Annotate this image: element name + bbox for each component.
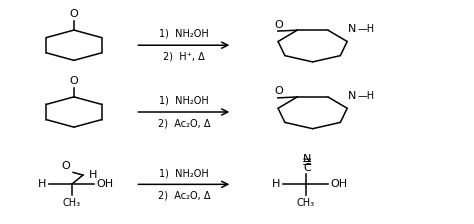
Text: O: O	[274, 86, 283, 96]
Text: C: C	[303, 163, 311, 173]
Text: O: O	[70, 76, 78, 86]
Text: O: O	[61, 161, 70, 171]
Text: OH: OH	[97, 179, 114, 189]
Text: N: N	[303, 154, 311, 164]
Text: CH₃: CH₃	[63, 198, 81, 208]
Text: —H: —H	[358, 91, 375, 101]
Text: CH₃: CH₃	[296, 198, 315, 208]
Text: 1)  NH₂OH: 1) NH₂OH	[159, 96, 209, 106]
Text: N: N	[347, 24, 356, 34]
Text: ≡: ≡	[301, 156, 312, 169]
Text: 2)  Ac₂O, Δ: 2) Ac₂O, Δ	[157, 118, 210, 128]
Text: N: N	[347, 91, 356, 101]
Text: H: H	[272, 179, 281, 189]
Text: H: H	[89, 170, 98, 180]
Text: 1)  NH₂OH: 1) NH₂OH	[159, 29, 209, 39]
Text: 2)  Ac₂O, Δ: 2) Ac₂O, Δ	[157, 191, 210, 200]
Text: —H: —H	[358, 24, 375, 34]
Text: O: O	[70, 9, 78, 19]
Text: 1)  NH₂OH: 1) NH₂OH	[159, 168, 209, 178]
Text: OH: OH	[330, 179, 348, 189]
Text: H: H	[38, 179, 46, 189]
Text: O: O	[274, 19, 283, 30]
Text: 2)  H⁺, Δ: 2) H⁺, Δ	[163, 52, 205, 61]
